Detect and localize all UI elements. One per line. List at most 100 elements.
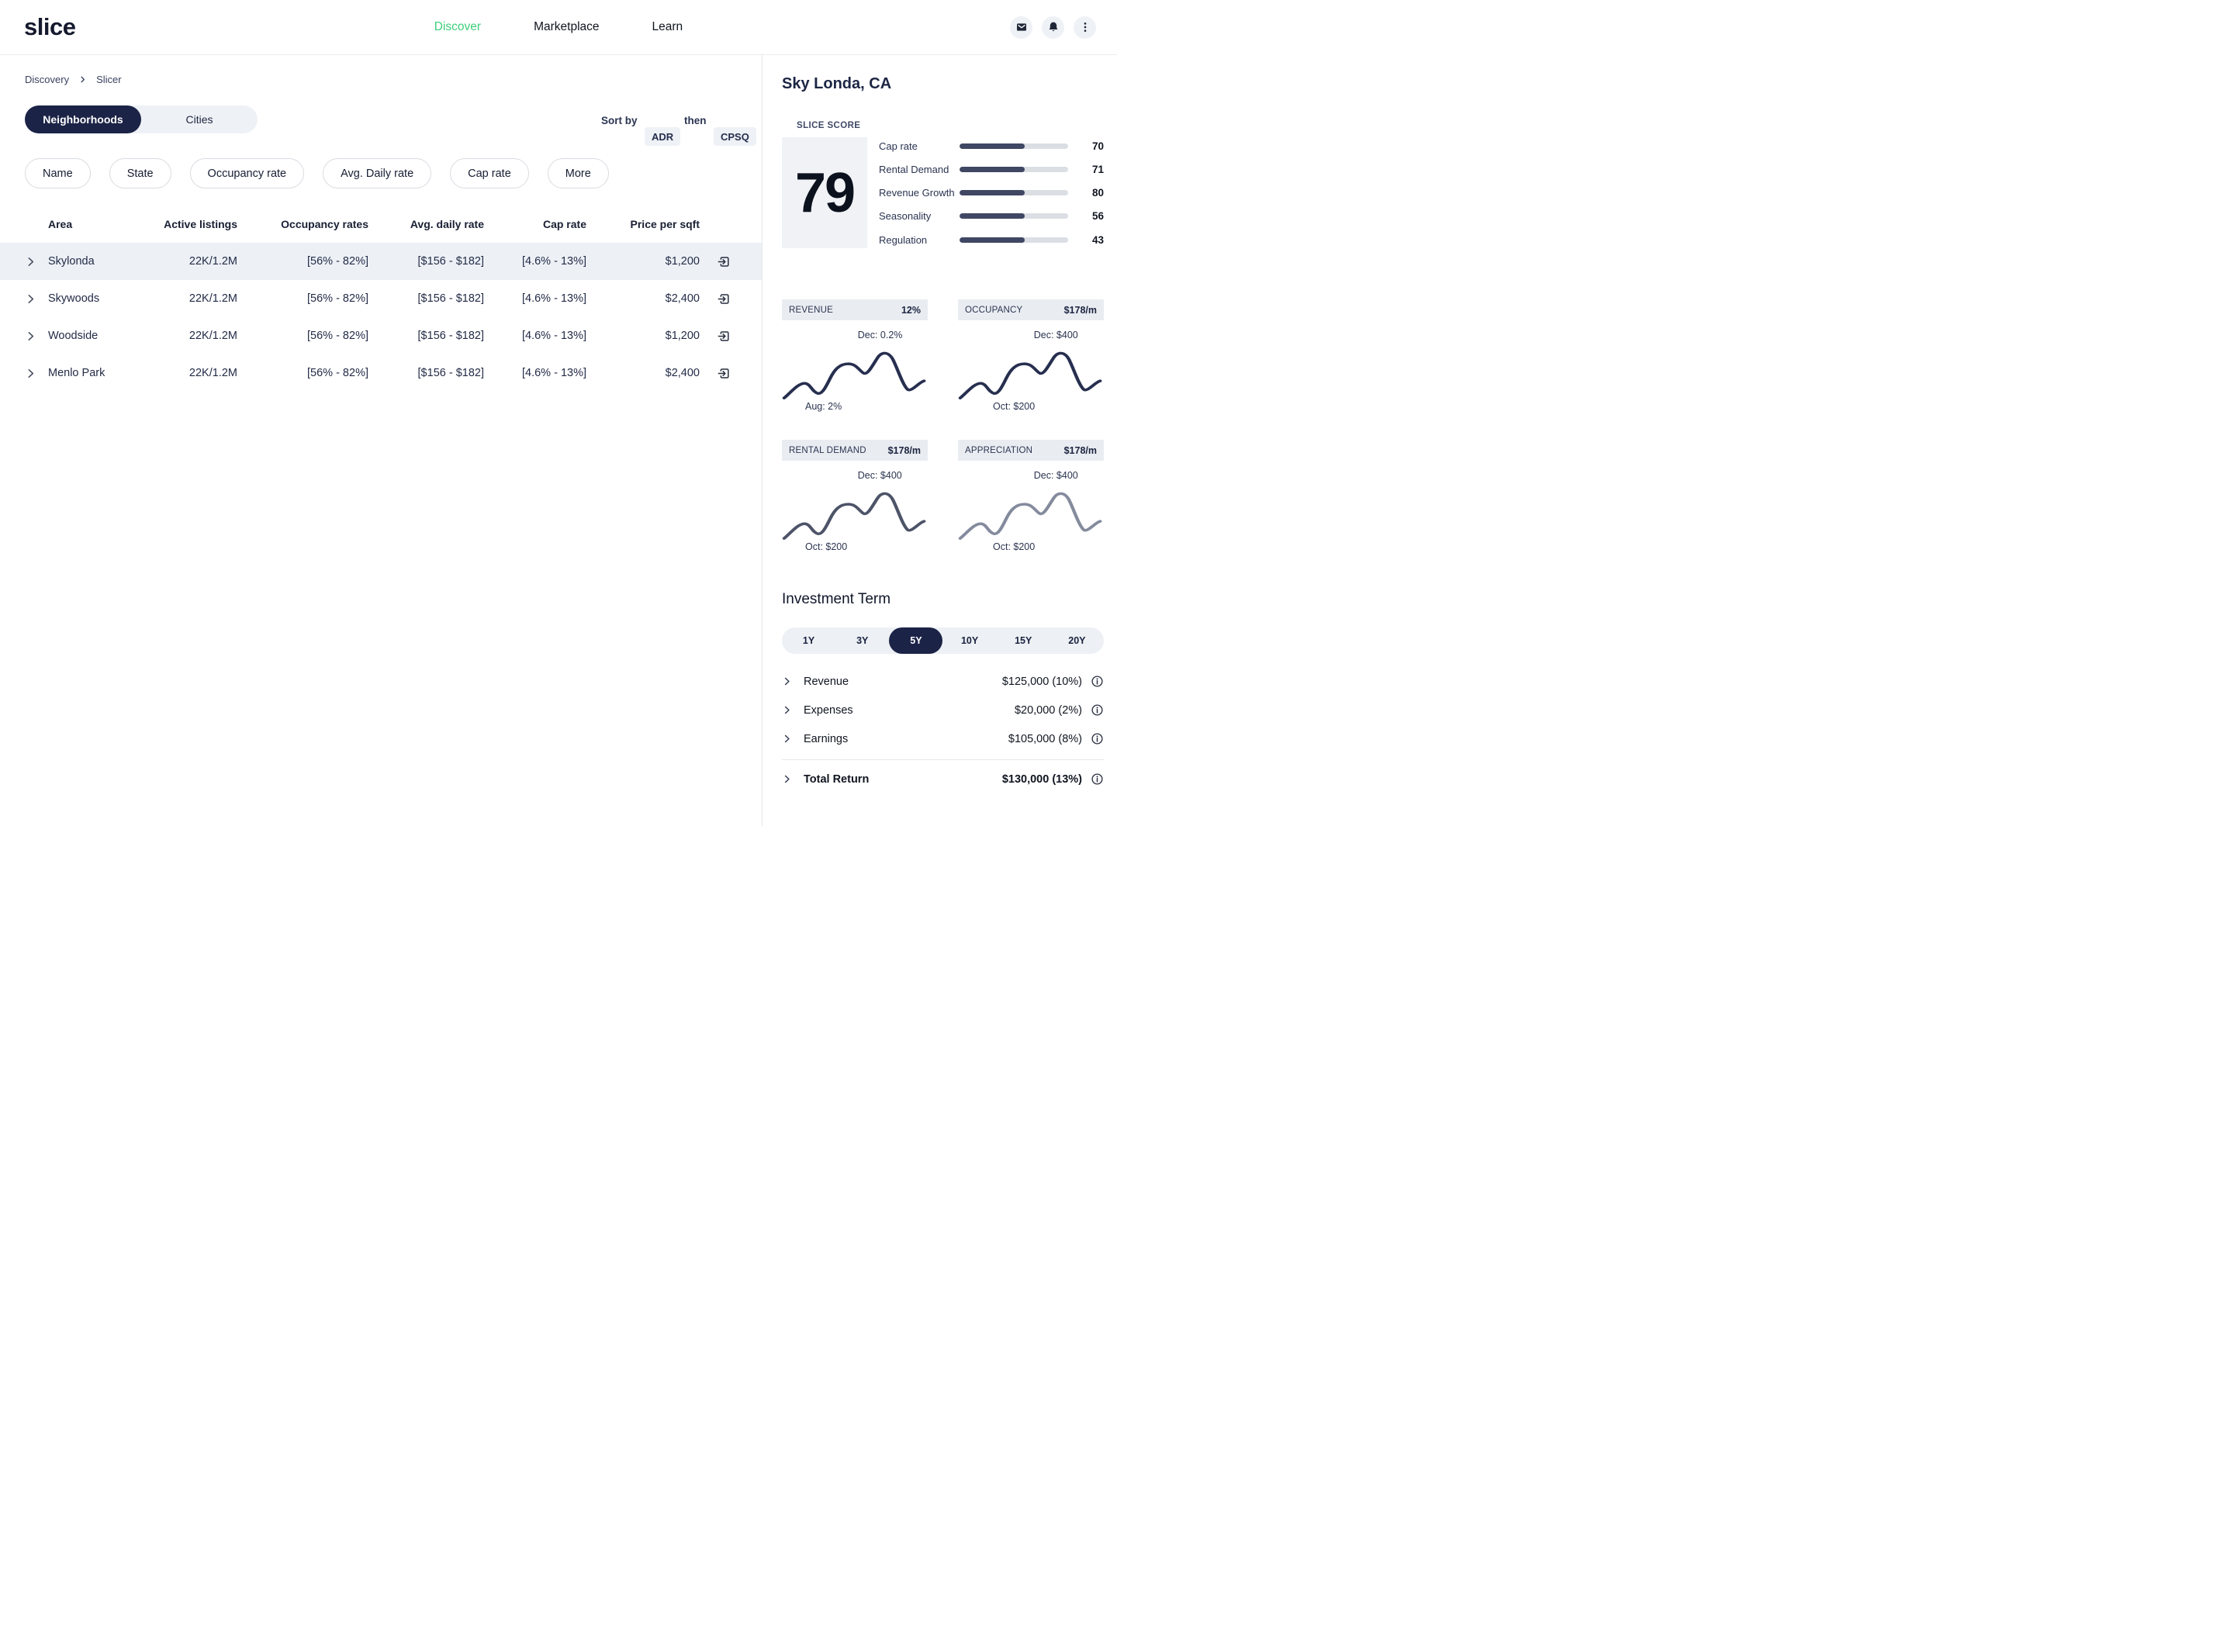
view-toggle-neighborhoods[interactable]: Neighborhoods (25, 105, 141, 133)
price-per-sqft-value: $1,200 (665, 255, 700, 268)
breadcrumb-item-discovery[interactable]: Discovery (25, 74, 70, 85)
sparkline-chart (958, 342, 1104, 401)
sparkline-peak-annotation: Dec: $400 (1033, 470, 1078, 481)
sparkline-peak-annotation: Dec: $400 (1033, 330, 1078, 340)
filter-chip-occupancy-rate[interactable]: Occupancy rate (189, 158, 305, 188)
score-metric-bar (960, 190, 1068, 195)
mail-button[interactable] (1010, 16, 1032, 39)
expand-chevron-icon[interactable] (25, 368, 48, 379)
table-row-skywoods[interactable]: Skywoods 22K/1.2M [56% - 82%] [$156 - $182]… (0, 280, 762, 317)
open-detail-icon[interactable] (700, 366, 735, 381)
investment-row-label: Earnings (804, 732, 849, 745)
chevron-right-icon[interactable] (782, 774, 792, 784)
expand-chevron-icon[interactable] (25, 293, 48, 305)
info-icon[interactable] (1091, 703, 1104, 717)
price-per-sqft-value: $2,400 (665, 367, 700, 379)
breadcrumb: Discovery Slicer (25, 74, 762, 85)
area-name: Skylonda (48, 255, 95, 268)
breadcrumb-item-slicer[interactable]: Slicer (96, 74, 122, 85)
term-3y[interactable]: 3Y (835, 627, 889, 654)
filter-chip-more[interactable]: More (547, 158, 609, 188)
term-20y[interactable]: 20Y (1050, 627, 1104, 654)
areas-table: Area Active listings Occupancy rates Avg. d… (0, 218, 762, 392)
metric-card-label: APPRECIATION (965, 445, 1033, 455)
chevron-right-icon[interactable] (782, 734, 792, 744)
sort-secondary-chip[interactable]: CPSQ (714, 127, 756, 146)
investment-row-value: $130,000 (13%) (1001, 772, 1082, 786)
column-header-occupancy-rates: Occupancy rates (281, 218, 368, 230)
view-toggle: Neighborhoods Cities (25, 105, 258, 133)
investment-row-value: $105,000 (8%) (1008, 732, 1082, 745)
filter-chip-name[interactable]: Name (25, 158, 91, 188)
metric-card-appreciation: APPRECIATION $178/m Dec: $400 Oct: $200 (958, 440, 1104, 554)
detail-title: Sky Londa, CA (782, 75, 892, 92)
score-metric-bar-fill (960, 213, 1025, 219)
chevron-right-icon[interactable] (782, 705, 792, 715)
cap-rate-value: [4.6% - 13%] (521, 367, 586, 379)
avg-daily-rate-value: [$156 - $182] (417, 255, 484, 268)
investment-row-value: $125,000 (10%) (1001, 675, 1082, 688)
term-15y[interactable]: 15Y (997, 627, 1050, 654)
price-per-sqft-value: $1,200 (665, 330, 700, 342)
cap-rate-value: [4.6% - 13%] (521, 255, 586, 268)
nav-discover[interactable]: Discover (434, 20, 482, 33)
avg-daily-rate-value: [$156 - $182] (417, 330, 484, 342)
content: Discovery Slicer Neighborhoods Cities Sor… (0, 55, 1117, 826)
bell-icon (1047, 21, 1060, 33)
filter-chip-avg-daily-rate[interactable]: Avg. Daily rate (323, 158, 432, 188)
metric-card-label: RENTAL DEMAND (789, 445, 866, 455)
sort-controls: Sort by ADR then CPSQ (601, 115, 756, 146)
info-icon[interactable] (1091, 675, 1104, 688)
open-detail-icon[interactable] (700, 254, 735, 269)
nav-learn[interactable]: Learn (652, 20, 683, 33)
avg-daily-rate-value: [$156 - $182] (417, 292, 484, 305)
table-row-skylonda[interactable]: Skylonda 22K/1.2M [56% - 82%] [$156 - $182]… (0, 243, 762, 280)
term-5y[interactable]: 5Y (889, 627, 943, 654)
score-metric-bar-fill (960, 190, 1025, 195)
metric-card-rental-demand: RENTAL DEMAND $178/m Dec: $400 Oct: $200 (782, 440, 928, 554)
active-listings-value: 22K/1.2M (188, 330, 237, 342)
info-icon[interactable] (1091, 772, 1104, 786)
table-body: Skylonda 22K/1.2M [56% - 82%] [$156 - $182]… (0, 243, 762, 392)
slice-score-block: 79 Cap rate 70 Rental Demand 71 Revenue Grow… (782, 137, 1104, 248)
brand-logo[interactable]: slice (24, 13, 76, 40)
toolbar: Neighborhoods Cities Sort by ADR then CPS… (25, 105, 762, 146)
area-name: Menlo Park (48, 367, 105, 379)
total-return-row[interactable]: Total Return $130,000 (13%) (782, 765, 1104, 793)
investment-row-label: Expenses (804, 703, 853, 717)
expand-chevron-icon[interactable] (25, 256, 48, 268)
table-row-menlo-park[interactable]: Menlo Park 22K/1.2M [56% - 82%] [$156 - $18… (0, 354, 762, 392)
filter-chip-state[interactable]: State (109, 158, 171, 188)
app-root: slice Discover Marketplace Learn (0, 0, 1117, 826)
metric-card-occupancy: OCCUPANCY $178/m Dec: $400 Oct: $200 (958, 299, 1104, 413)
open-detail-icon[interactable] (700, 329, 735, 344)
investment-row-expenses[interactable]: Expenses $20,000 (2%) (782, 696, 1104, 724)
sparkline-chart (782, 342, 928, 401)
cap-rate-value: [4.6% - 13%] (521, 330, 586, 342)
chevron-right-icon[interactable] (782, 676, 792, 686)
investment-row-revenue[interactable]: Revenue $125,000 (10%) (782, 667, 1104, 696)
sparkline-trough-annotation: Oct: $200 (993, 541, 1036, 552)
investment-row-earnings[interactable]: Earnings $105,000 (8%) (782, 724, 1104, 753)
score-metric-bar-fill (960, 237, 1025, 243)
nav-marketplace[interactable]: Marketplace (534, 20, 600, 33)
investment-term-toggle: 1Y 3Y 5Y 10Y 15Y 20Y (782, 627, 1104, 654)
sort-primary-chip[interactable]: ADR (645, 127, 681, 146)
info-icon[interactable] (1091, 732, 1104, 745)
open-detail-icon[interactable] (700, 292, 735, 306)
occupancy-value: [56% - 82%] (307, 330, 368, 342)
score-metric-label: Cap rate (879, 140, 918, 152)
expand-chevron-icon[interactable] (25, 330, 48, 342)
score-metric-bar (960, 237, 1068, 243)
table-row-woodside[interactable]: Woodside 22K/1.2M [56% - 82%] [$156 - $182]… (0, 317, 762, 354)
detail-panel: Sky Londa, CA SLICE SCORE 79 Cap rate 70 R… (762, 55, 1117, 826)
notifications-button[interactable] (1042, 16, 1064, 39)
filter-chip-cap-rate[interactable]: Cap rate (450, 158, 529, 188)
more-menu-button[interactable] (1074, 16, 1096, 39)
term-10y[interactable]: 10Y (942, 627, 996, 654)
score-metric-revenue-growth: Revenue Growth 80 (879, 187, 1104, 199)
metric-card-value: 12% (901, 304, 921, 316)
term-1y[interactable]: 1Y (782, 627, 835, 654)
score-metric-label: Seasonality (879, 210, 932, 223)
view-toggle-cities[interactable]: Cities (141, 105, 258, 133)
